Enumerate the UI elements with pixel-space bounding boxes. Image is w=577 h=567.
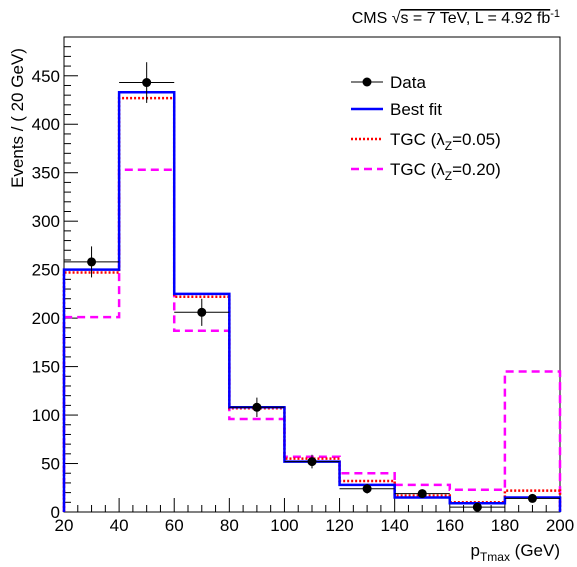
data-marker	[417, 489, 427, 499]
x-tick-label: 200	[546, 516, 574, 535]
x-tick-label: 40	[110, 516, 129, 535]
legend-label-tgc-020: TGC (λZ=0.20)	[390, 160, 501, 183]
y-tick-label: 100	[32, 406, 60, 425]
y-tick-label: 300	[32, 212, 60, 231]
data-marker	[527, 493, 537, 503]
data-point	[229, 397, 285, 417]
x-tick-label: 80	[220, 516, 239, 535]
y-tick-label: 350	[32, 164, 60, 183]
plot-area: 20 40 60 80 100 120 140 160 180 200 0 50 100 150 200 25…	[32, 36, 574, 535]
legend-entry-tgc-020: TGC (λZ=0.20)	[351, 160, 501, 183]
x-tick-label: 120	[325, 516, 353, 535]
data-marker	[87, 257, 97, 267]
data-point	[339, 483, 395, 494]
y-tick-label: 400	[32, 115, 60, 134]
data-marker	[197, 307, 207, 317]
data-marker	[142, 78, 152, 88]
x-tick-label: 20	[55, 516, 74, 535]
data-marker	[252, 402, 262, 412]
data-point	[174, 298, 230, 326]
plot-frame	[63, 36, 561, 513]
legend-label-tgc-005: TGC (λZ=0.05)	[390, 130, 501, 153]
legend-label-data: Data	[390, 73, 426, 92]
data-marker	[362, 484, 372, 494]
y-axis-title: Events / ( 20 GeV)	[8, 48, 27, 188]
x-tick-label: 160	[436, 516, 464, 535]
step-best-fit	[62, 91, 562, 512]
x-tick-label: 100	[270, 516, 298, 535]
legend-label-best-fit: Best fit	[390, 100, 442, 119]
x-axis-title: pTmax (GeV)	[470, 541, 560, 564]
chart-header: CMS √s = 7 TeV, L = 4.92 fb-1	[352, 8, 560, 27]
legend: Data Best fit TGC (λZ=0.05) TGC (λZ=0.20…	[351, 73, 501, 183]
legend-entry-data: Data	[351, 73, 426, 92]
data-point	[394, 489, 450, 499]
y-tick-label: 250	[32, 261, 60, 280]
data-point	[64, 246, 120, 278]
legend-data-marker	[362, 77, 372, 87]
data-point	[284, 454, 340, 469]
data-marker	[307, 457, 317, 467]
y-tick-label: 50	[41, 455, 60, 474]
y-tick-label: 150	[32, 358, 60, 377]
legend-entry-best-fit: Best fit	[351, 100, 442, 119]
x-tick-label: 180	[491, 516, 519, 535]
x-tick-label: 60	[165, 516, 184, 535]
legend-entry-tgc-005: TGC (λZ=0.05)	[351, 130, 501, 153]
data-point	[449, 502, 505, 512]
y-tick-label: 200	[32, 309, 60, 328]
data-point	[504, 493, 560, 503]
data-marker	[472, 502, 482, 512]
data-point	[119, 62, 175, 103]
y-tick-label: 0	[51, 503, 60, 522]
x-tick-label: 140	[380, 516, 408, 535]
y-tick-label: 450	[32, 67, 60, 86]
